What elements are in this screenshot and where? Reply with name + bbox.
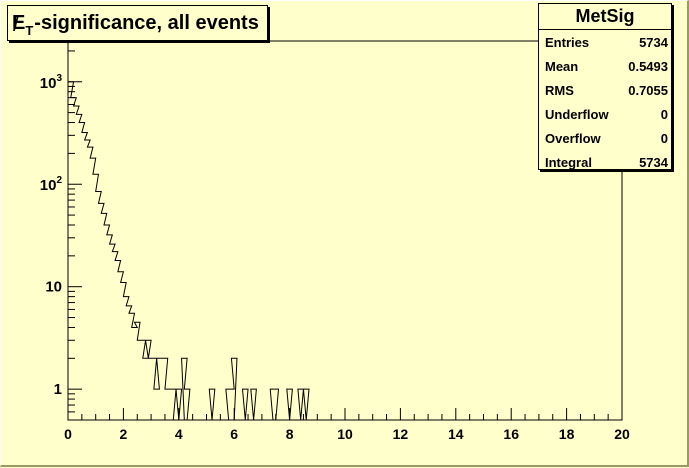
x-tick-label: 10 [337,426,353,442]
y-tick-label: 10 [45,279,62,296]
x-tick-label: 18 [559,426,575,442]
chart-title-text: -significance, all events [34,11,259,34]
x-tick-label: 14 [448,426,464,442]
et-subscript: T [25,22,34,38]
x-axis: 0 2 4 6 8 10 12 14 16 18 20 [64,408,630,442]
stats-label: Entries [545,34,590,50]
y-tick-label: 102 [40,175,63,194]
stats-label: Underflow [545,106,609,122]
stats-label: Overflow [545,130,601,146]
stats-row-integral: Integral 5734 [539,150,671,174]
stats-value: 5734 [639,34,668,50]
missing-et-symbol: E / T [12,10,34,38]
x-tick-label: 6 [230,426,238,442]
x-tick-label: 8 [286,426,294,442]
stats-row-rms: RMS 0.7055 [539,78,671,102]
stats-label: RMS [545,82,574,98]
y-axis: 1 10 102 103 [40,50,82,421]
stats-value: 0 [660,130,668,146]
stats-label: Integral [545,154,592,170]
stats-value: 0.7055 [628,82,668,98]
stats-title: MetSig [539,4,671,30]
chart-title: E / T -significance, all events [7,5,268,41]
x-tick-label: 0 [64,426,72,442]
stats-value: 0.5493 [628,58,668,74]
stats-value: 0 [660,106,668,122]
et-letter: E [12,11,26,34]
histogram-series [67,81,509,421]
x-tick-label: 16 [503,426,519,442]
stats-row-mean: Mean 0.5493 [539,54,671,78]
stats-box: MetSig Entries 5734 Mean 0.5493 RMS 0.70… [538,3,672,170]
y-tick-label: 1 [54,381,62,398]
x-tick-label: 20 [614,426,630,442]
stats-label: Mean [545,58,579,74]
stats-row-entries: Entries 5734 [539,30,671,54]
x-tick-label: 2 [120,426,128,442]
x-tick-label: 12 [393,426,409,442]
x-tick-label: 4 [175,426,183,442]
y-tick-label: 103 [40,73,63,92]
et-slash: / [13,10,20,36]
stats-value: 5734 [639,154,668,170]
stats-row-underflow: Underflow 0 [539,102,671,126]
stats-row-overflow: Overflow 0 [539,126,671,150]
